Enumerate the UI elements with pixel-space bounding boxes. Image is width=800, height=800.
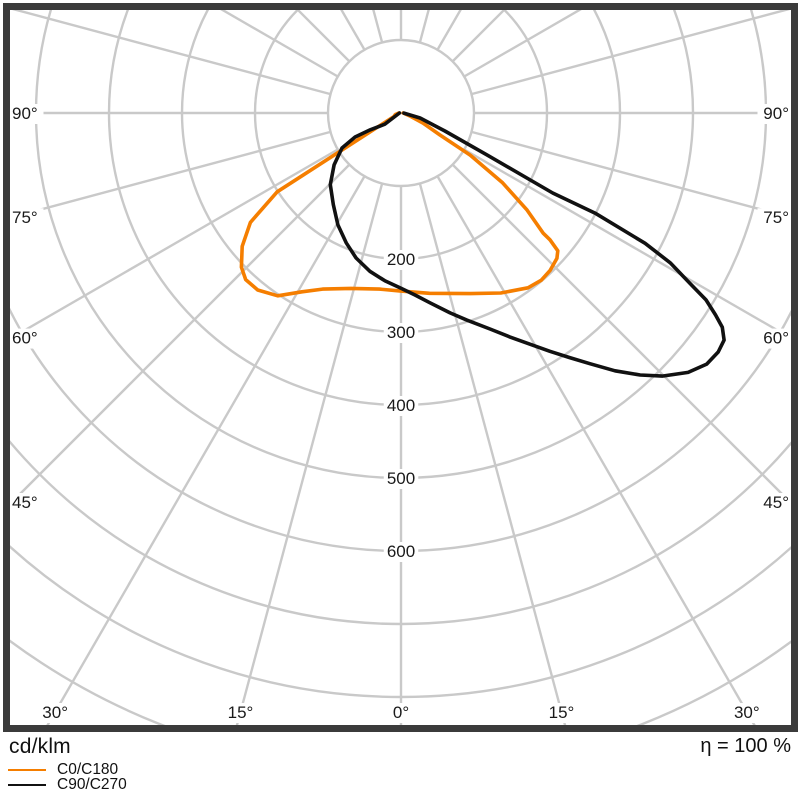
axis-labels: 200 300 400 500 600 90° 90° 75° 75° 60° 60° 45° 45° 3… [10,104,791,723]
grid-label: 500 [387,469,415,488]
grid-label: 300 [387,323,415,342]
grid-label: 45° [12,493,38,512]
curve-c90-c270 [328,111,726,378]
curves [239,111,726,378]
legend-item-c0-c180: C0/C180 [8,762,127,777]
grid-label: 60° [12,329,38,348]
grid-label: 15° [549,703,575,722]
grid-label: 60° [763,329,789,348]
curve-c0-c180 [239,111,560,298]
grid-label: 30° [734,703,760,722]
grid-label: 15° [228,703,254,722]
grid-label: 75° [12,208,38,227]
grid-label: 75° [763,208,789,227]
grid-label: 90° [12,104,38,123]
grid-label: 45° [763,493,789,512]
legend-line-c90-c270-icon [8,783,46,786]
grid-label: 400 [387,396,415,415]
grid-label: 30° [42,703,68,722]
grid-label: 600 [387,542,415,561]
efficiency-label: η = 100 % [700,735,791,757]
legend-line-c0-c180-icon [8,768,46,771]
units-label: cd/klm [9,735,71,758]
grid-label: 200 [387,250,415,269]
grid-label: 90° [763,104,789,123]
legend: C0/C180 C90/C270 [8,762,127,792]
grid-label: 0° [393,703,409,722]
legend-label-c0-c180: C0/C180 [57,761,119,778]
legend-item-c90-c270: C90/C270 [8,777,127,792]
legend-label-c90-c270: C90/C270 [57,776,127,793]
